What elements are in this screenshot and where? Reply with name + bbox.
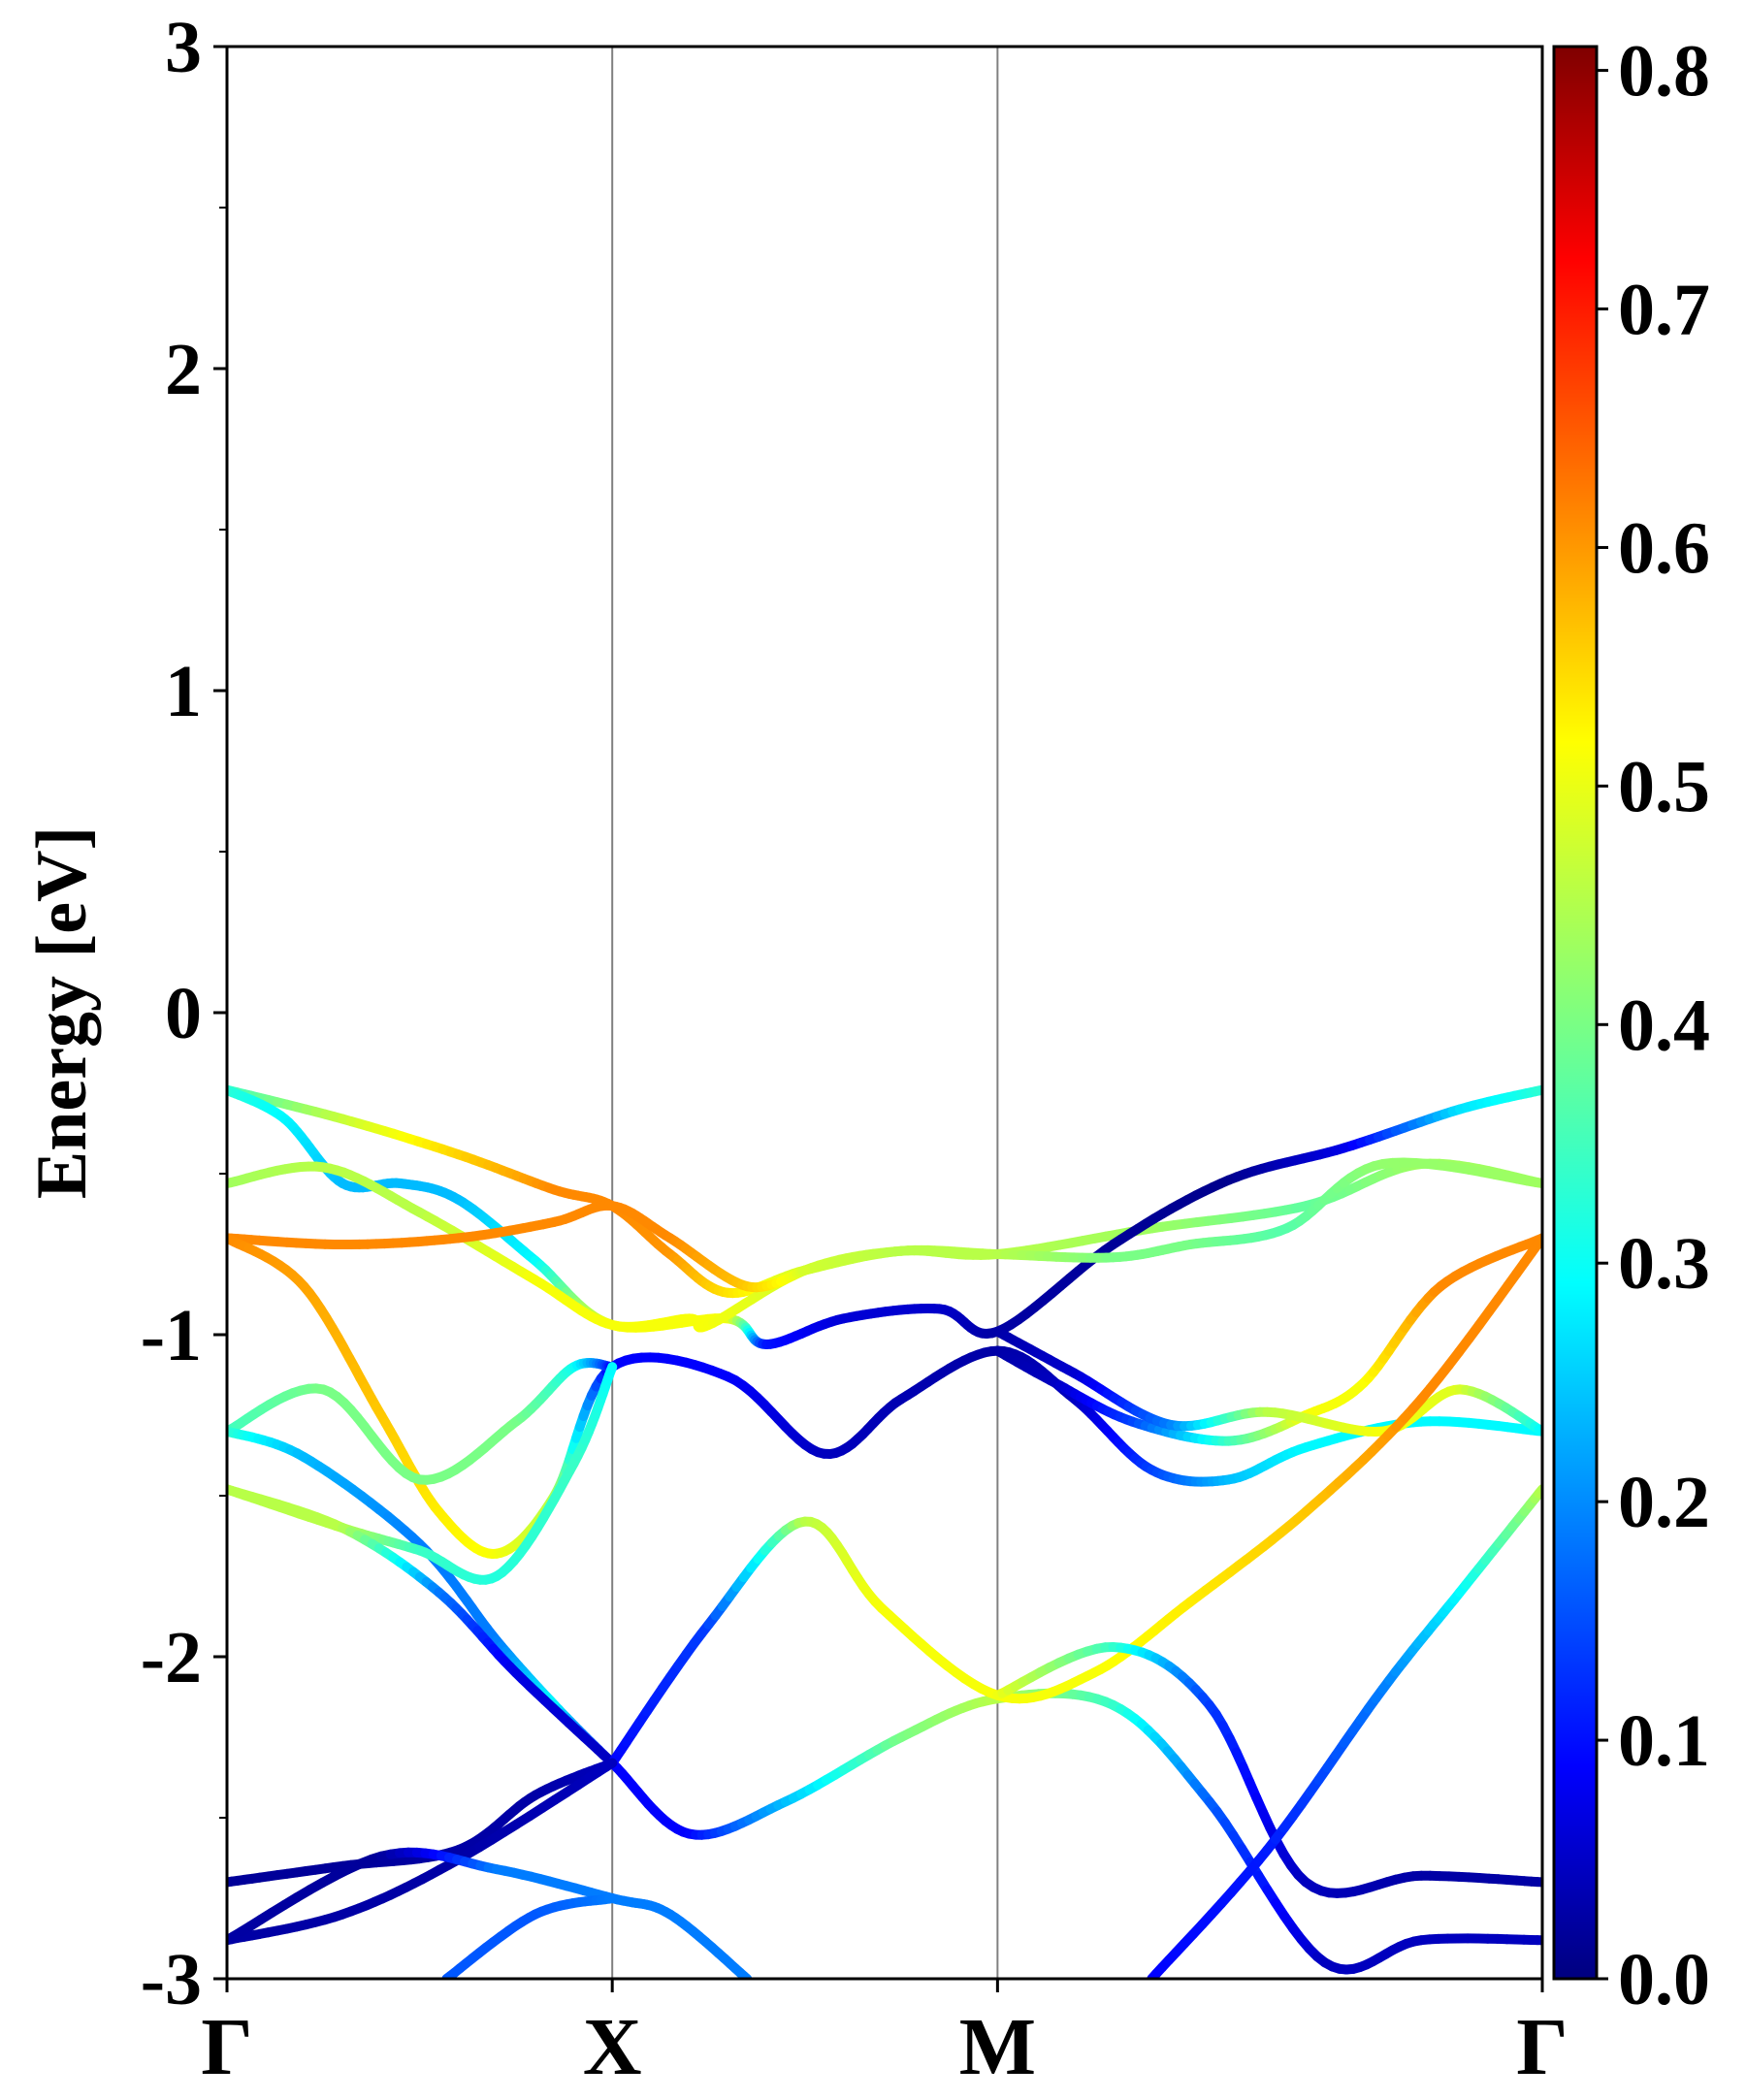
colorbar-tick-label: 0.3 [1618, 1223, 1710, 1305]
band-line [227, 1763, 612, 1883]
plot-frame [227, 47, 1542, 1979]
x-tick-label: X [583, 2002, 642, 2092]
colorbar-tick-label: 0.2 [1618, 1462, 1710, 1543]
y-tick-label: 2 [165, 329, 202, 410]
x-tick-label: M [959, 2002, 1036, 2092]
y-tick-label: 0 [165, 973, 202, 1054]
kpoint-gridlines [612, 47, 997, 1979]
colorbar-tick-label: 0.7 [1618, 270, 1710, 351]
x-tick-label: Γ [201, 2002, 252, 2092]
colorbar-tick-label: 0.5 [1618, 746, 1710, 827]
band-line [612, 1238, 1542, 1762]
band-line [446, 1898, 612, 1979]
band-line [227, 1489, 612, 1762]
band-lines [227, 1090, 1542, 1979]
colorbar-tick-label: 0.8 [1618, 31, 1710, 113]
band-line [227, 1363, 612, 1480]
colorbar-tick-label: 0.4 [1618, 985, 1710, 1066]
y-tick-label: 3 [165, 7, 202, 88]
colorbar-tick-label: 0.0 [1618, 1939, 1710, 2020]
x-tick-label: Γ [1516, 2002, 1568, 2092]
y-tick-label: -1 [141, 1295, 202, 1376]
colorbar-gradient [1554, 47, 1597, 1979]
y-axis: -3 -2 -1 0 1 2 3 [141, 7, 227, 2020]
colorbar-tick-label: 0.1 [1618, 1700, 1710, 1782]
y-tick-label: -3 [141, 1939, 202, 2020]
band-line [1151, 1489, 1542, 1979]
colorbar: 0.0 0.1 0.2 0.3 0.4 0.5 0.6 0.7 0.8 [1554, 31, 1710, 2020]
colorbar-tick-label: 0.6 [1618, 507, 1710, 589]
y-axis-label: Energy [eV] [22, 826, 102, 1199]
y-tick-label: -2 [141, 1617, 202, 1698]
colorbar-ticks: 0.0 0.1 0.2 0.3 0.4 0.5 0.6 0.7 0.8 [1597, 31, 1710, 2020]
y-tick-label: 1 [165, 651, 202, 732]
